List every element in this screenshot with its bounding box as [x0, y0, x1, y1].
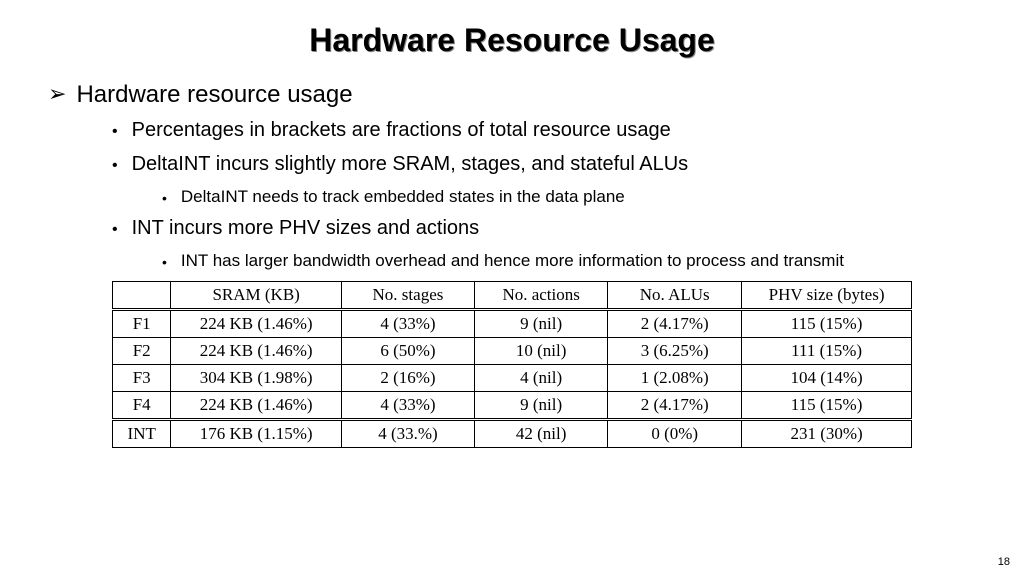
- table: SRAM (KB)No. stagesNo. actionsNo. ALUsPH…: [112, 281, 912, 448]
- cell: 115 (15%): [742, 392, 912, 419]
- resource-table: SRAM (KB)No. stagesNo. actionsNo. ALUsPH…: [112, 281, 912, 448]
- bullet-level3: • INT has larger bandwidth overhead and …: [162, 251, 984, 273]
- cell: 104 (14%): [742, 365, 912, 392]
- cell: 3 (6.25%): [608, 338, 742, 365]
- dot-icon: •: [112, 153, 118, 179]
- cell: 2 (4.17%): [608, 392, 742, 419]
- cell: 2 (16%): [341, 365, 474, 392]
- cell: 9 (nil): [475, 392, 608, 419]
- cell: 2 (4.17%): [608, 311, 742, 338]
- cell: 304 KB (1.98%): [171, 365, 341, 392]
- bullet-text: DeltaINT needs to track embedded states …: [181, 187, 625, 207]
- dot-icon: •: [162, 251, 167, 273]
- cell: 9 (nil): [475, 311, 608, 338]
- slide-title: Hardware Resource Usage: [40, 22, 984, 59]
- row-label: F2: [113, 338, 171, 365]
- chevron-right-icon: ➢: [48, 81, 66, 107]
- cell: 0 (0%): [608, 421, 742, 448]
- bullet-level2: • Percentages in brackets are fractions …: [112, 119, 984, 145]
- bullet-level1: ➢ Hardware resource usage: [48, 81, 984, 109]
- bullet-text: INT incurs more PHV sizes and actions: [132, 217, 480, 240]
- cell: 4 (33%): [341, 392, 474, 419]
- column-header: PHV size (bytes): [742, 282, 912, 309]
- cell: 231 (30%): [742, 421, 912, 448]
- bullet-level2: • DeltaINT incurs slightly more SRAM, st…: [112, 153, 984, 179]
- column-header: [113, 282, 171, 309]
- bullet-text: DeltaINT incurs slightly more SRAM, stag…: [132, 153, 689, 176]
- column-header: No. ALUs: [608, 282, 742, 309]
- bullet-text: Hardware resource usage: [76, 81, 352, 109]
- column-header: SRAM (KB): [171, 282, 341, 309]
- column-header: No. actions: [475, 282, 608, 309]
- dot-icon: •: [112, 217, 118, 243]
- cell: 6 (50%): [341, 338, 474, 365]
- cell: 224 KB (1.46%): [171, 338, 341, 365]
- cell: 4 (nil): [475, 365, 608, 392]
- cell: 1 (2.08%): [608, 365, 742, 392]
- row-label: F1: [113, 311, 171, 338]
- cell: 42 (nil): [475, 421, 608, 448]
- row-label: INT: [113, 421, 171, 448]
- cell: 10 (nil): [475, 338, 608, 365]
- cell: 224 KB (1.46%): [171, 392, 341, 419]
- cell: 111 (15%): [742, 338, 912, 365]
- column-header: No. stages: [341, 282, 474, 309]
- dot-icon: •: [112, 119, 118, 145]
- bullet-level2: • INT incurs more PHV sizes and actions: [112, 217, 984, 243]
- dot-icon: •: [162, 187, 167, 209]
- page-number: 18: [998, 556, 1010, 568]
- cell: 115 (15%): [742, 311, 912, 338]
- cell: 176 KB (1.15%): [171, 421, 341, 448]
- row-label: F4: [113, 392, 171, 419]
- cell: 4 (33%): [341, 311, 474, 338]
- bullet-text: Percentages in brackets are fractions of…: [132, 119, 671, 142]
- bullet-text: INT has larger bandwidth overhead and he…: [181, 251, 844, 271]
- cell: 4 (33.%): [341, 421, 474, 448]
- cell: 224 KB (1.46%): [171, 311, 341, 338]
- row-label: F3: [113, 365, 171, 392]
- bullet-level3: • DeltaINT needs to track embedded state…: [162, 187, 984, 209]
